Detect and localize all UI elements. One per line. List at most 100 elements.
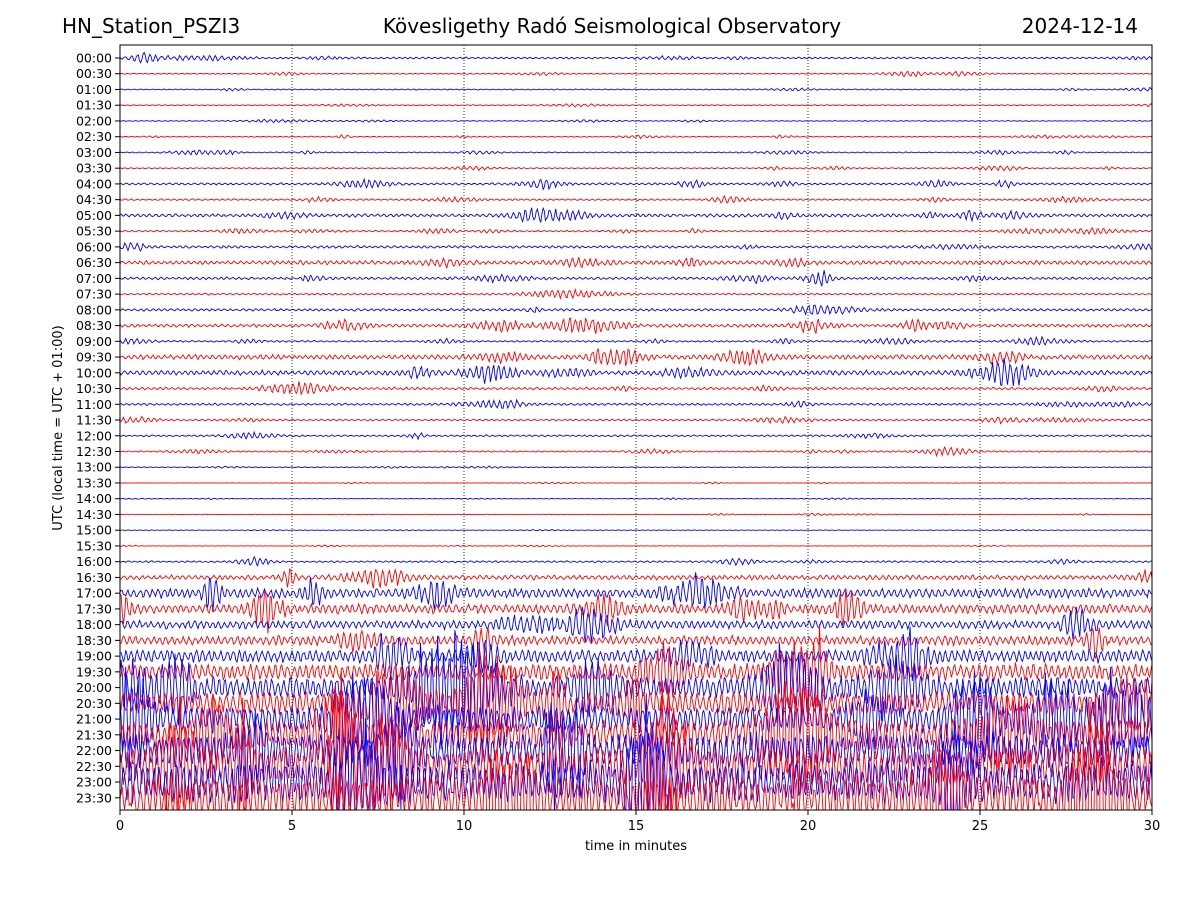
y-tick-label: 11:30 (76, 413, 112, 428)
trace-1000 (120, 357, 1152, 387)
x-tick-label: 30 (1144, 819, 1161, 834)
trace-0800 (120, 304, 1152, 316)
trace-1230 (120, 445, 1152, 458)
y-tick-label: 12:00 (76, 428, 112, 443)
y-axis-ticks: 00:0000:3001:0001:3002:0002:3003:0003:30… (76, 51, 120, 805)
trace-0700 (120, 270, 1152, 287)
record-date: 2024-12-14 (1021, 14, 1138, 38)
y-tick-label: 11:00 (76, 397, 112, 412)
trace-0000 (120, 51, 1152, 64)
x-tick-label: 25 (972, 819, 989, 834)
y-tick-label: 03:00 (76, 145, 112, 160)
trace-0330 (120, 165, 1152, 172)
y-tick-label: 15:30 (76, 538, 112, 553)
trace-1430 (120, 512, 1152, 517)
trace-1200 (120, 430, 1152, 441)
trace-1330 (120, 481, 1152, 485)
y-tick-label: 19:30 (76, 664, 112, 679)
x-axis-ticks: 0 5 10 15 20 25 30 (116, 810, 1160, 834)
y-tick-label: 02:30 (76, 129, 112, 144)
seismic-traces (120, 51, 1152, 810)
y-tick-label: 05:00 (76, 208, 112, 223)
trace-0300 (120, 149, 1152, 156)
y-tick-label: 17:00 (76, 586, 112, 601)
y-tick-label: 15:00 (76, 523, 112, 538)
y-tick-label: 16:30 (76, 570, 112, 585)
y-tick-label: 08:00 (76, 302, 112, 317)
y-tick-label: 18:30 (76, 633, 112, 648)
trace-1600 (120, 555, 1152, 568)
y-tick-label: 04:00 (76, 176, 112, 191)
trace-1030 (120, 381, 1152, 395)
x-tick-label: 0 (116, 819, 124, 834)
x-tick-label: 20 (800, 819, 817, 834)
y-tick-label: 21:30 (76, 727, 112, 742)
trace-0930 (120, 348, 1152, 367)
trace-0230 (120, 134, 1152, 140)
trace-2330 (120, 692, 1152, 810)
y-tick-label: 14:00 (76, 491, 112, 506)
y-tick-label: 01:00 (76, 82, 112, 97)
trace-1900 (120, 626, 1152, 681)
y-tick-label: 17:30 (76, 601, 112, 616)
y-tick-label: 23:30 (76, 790, 112, 805)
trace-2300 (120, 693, 1152, 810)
observatory-title: Kövesligethy Radó Seismological Observat… (382, 14, 842, 38)
y-tick-label: 19:00 (76, 649, 112, 664)
trace-2100 (120, 666, 1152, 781)
y-tick-label: 18:00 (76, 617, 112, 632)
x-tick-label: 15 (628, 819, 645, 834)
trace-1530 (120, 544, 1152, 548)
y-tick-label: 04:30 (76, 192, 112, 207)
trace-1300 (120, 465, 1152, 469)
y-tick-label: 13:30 (76, 475, 112, 490)
y-tick-label: 00:30 (76, 66, 112, 81)
station-name: HN_Station_PSZI3 (62, 14, 241, 38)
trace-1930 (120, 624, 1152, 708)
trace-1130 (120, 415, 1152, 425)
y-tick-label: 03:30 (76, 161, 112, 176)
y-tick-label: 07:30 (76, 287, 112, 302)
y-tick-label: 10:30 (76, 381, 112, 396)
y-tick-label: 16:00 (76, 554, 112, 569)
trace-1700 (120, 572, 1152, 613)
y-tick-label: 09:00 (76, 334, 112, 349)
y-tick-label: 12:30 (76, 444, 112, 459)
y-tick-label: 02:00 (76, 113, 112, 128)
trace-1800 (120, 606, 1152, 643)
y-tick-label: 20:30 (76, 696, 112, 711)
y-tick-label: 09:30 (76, 350, 112, 365)
trace-0630 (120, 256, 1152, 270)
trace-0500 (120, 206, 1152, 224)
x-axis-label: time in minutes (585, 839, 687, 854)
trace-0600 (120, 241, 1152, 252)
trace-0830 (120, 317, 1152, 334)
trace-1500 (120, 529, 1152, 532)
trace-1400 (120, 497, 1152, 501)
y-tick-label: 01:30 (76, 98, 112, 113)
y-tick-label: 14:30 (76, 507, 112, 522)
y-tick-label: 06:30 (76, 255, 112, 270)
trace-0730 (120, 287, 1152, 301)
trace-0100 (120, 86, 1152, 92)
x-tick-label: 10 (456, 819, 473, 834)
trace-1630 (120, 568, 1152, 589)
trace-0030 (120, 70, 1152, 78)
y-tick-label: 22:30 (76, 759, 112, 774)
y-tick-label: 21:00 (76, 712, 112, 727)
y-tick-label: 00:00 (76, 51, 112, 66)
y-tick-label: 22:00 (76, 743, 112, 758)
y-tick-label: 20:00 (76, 680, 112, 695)
trace-0430 (120, 194, 1152, 204)
y-tick-label: 07:00 (76, 271, 112, 286)
trace-1730 (120, 588, 1152, 634)
y-tick-label: 08:30 (76, 318, 112, 333)
x-tick-label: 5 (288, 819, 296, 834)
y-tick-label: 13:00 (76, 460, 112, 475)
y-tick-label: 06:00 (76, 239, 112, 254)
trace-0130 (120, 103, 1152, 108)
trace-1830 (120, 627, 1152, 660)
trace-0530 (120, 226, 1152, 235)
trace-0200 (120, 118, 1152, 124)
